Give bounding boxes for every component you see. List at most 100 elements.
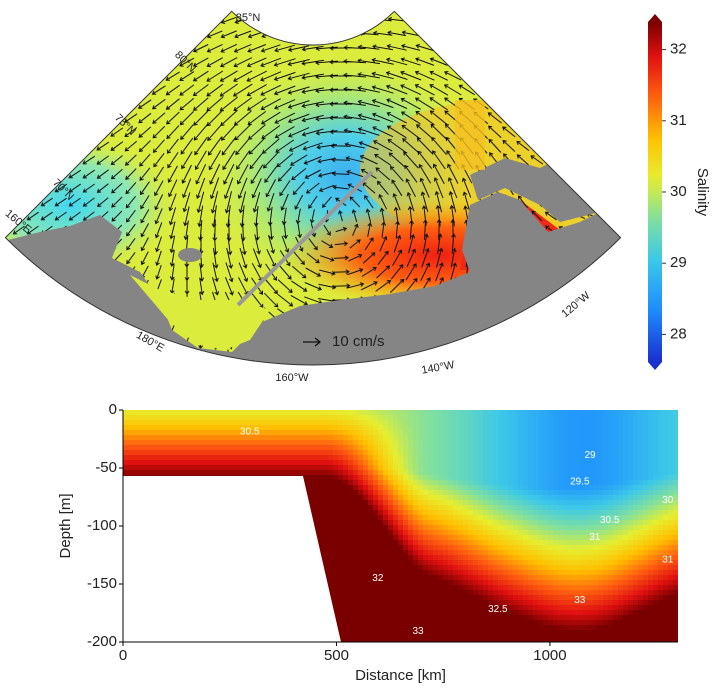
field-cell	[623, 425, 629, 431]
field-cell	[538, 455, 544, 461]
field-cell	[168, 435, 174, 441]
field-cell	[438, 410, 444, 416]
field-cell	[378, 520, 384, 526]
field-cell	[528, 625, 534, 631]
field-cell	[473, 465, 479, 471]
field-cell	[373, 530, 379, 536]
field-cell	[573, 550, 579, 556]
field-cell	[423, 460, 429, 466]
field-cell	[278, 425, 284, 431]
field-cell	[393, 445, 399, 451]
field-cell	[343, 625, 349, 631]
field-cell	[388, 425, 394, 431]
field-cell	[383, 625, 389, 631]
field-cell	[603, 540, 609, 546]
field-cell	[453, 625, 459, 631]
field-cell	[588, 425, 594, 431]
field-cell	[643, 565, 649, 571]
field-cell	[413, 455, 419, 461]
field-cell	[363, 590, 369, 596]
field-cell	[353, 485, 359, 491]
field-cell	[348, 435, 354, 441]
field-cell	[613, 460, 619, 466]
field-cell	[568, 425, 574, 431]
field-cell	[358, 465, 364, 471]
field-cell	[523, 465, 529, 471]
map	[5, 11, 621, 365]
field-cell	[373, 520, 379, 526]
field-cell	[378, 565, 384, 571]
field-cell	[518, 530, 524, 536]
field-cell	[323, 465, 329, 471]
field-cell	[513, 485, 519, 491]
field-cell	[278, 445, 284, 451]
field-cell	[368, 560, 374, 566]
field-cell	[248, 450, 254, 456]
field-cell	[273, 470, 279, 476]
field-cell	[158, 415, 164, 421]
field-cell	[548, 455, 554, 461]
field-cell	[318, 500, 324, 506]
field-cell	[443, 490, 449, 496]
field-cell	[633, 610, 639, 616]
field-cell	[493, 535, 499, 541]
field-cell	[503, 450, 509, 456]
field-cell	[533, 590, 539, 596]
field-cell	[198, 420, 204, 426]
field-cell	[338, 585, 344, 591]
field-cell	[453, 605, 459, 611]
field-cell	[473, 455, 479, 461]
field-cell	[533, 495, 539, 501]
field-cell	[408, 595, 414, 601]
field-cell	[463, 520, 469, 526]
field-cell	[618, 430, 624, 436]
field-cell	[353, 590, 359, 596]
field-cell	[303, 485, 309, 491]
field-cell	[573, 580, 579, 586]
field-cell	[543, 555, 549, 561]
field-cell	[633, 550, 639, 556]
field-cell	[588, 540, 594, 546]
field-cell	[398, 575, 404, 581]
field-cell	[258, 455, 264, 461]
field-cell	[668, 585, 674, 591]
field-cell	[483, 550, 489, 556]
field-cell	[628, 575, 634, 581]
field-cell	[453, 515, 459, 521]
field-cell	[653, 485, 659, 491]
field-cell	[133, 435, 139, 441]
field-cell	[563, 605, 569, 611]
field-cell	[628, 475, 634, 481]
field-cell	[468, 575, 474, 581]
field-cell	[608, 595, 614, 601]
field-cell	[128, 410, 134, 416]
field-cell	[188, 410, 194, 416]
field-cell	[428, 570, 434, 576]
field-cell	[593, 425, 599, 431]
field-cell	[608, 525, 614, 531]
field-cell	[278, 470, 284, 476]
field-cell	[358, 525, 364, 531]
field-cell	[543, 490, 549, 496]
field-cell	[323, 560, 329, 566]
field-cell	[438, 445, 444, 451]
field-cell	[473, 615, 479, 621]
field-cell	[478, 550, 484, 556]
field-cell	[423, 465, 429, 471]
field-cell	[123, 460, 129, 466]
field-cell	[618, 615, 624, 621]
field-cell	[353, 445, 359, 451]
field-cell	[463, 585, 469, 591]
field-cell	[343, 575, 349, 581]
field-cell	[618, 545, 624, 551]
field-cell	[508, 580, 514, 586]
field-cell	[553, 510, 559, 516]
field-cell	[318, 525, 324, 531]
field-cell	[558, 460, 564, 466]
field-cell	[488, 485, 494, 491]
field-cell	[168, 425, 174, 431]
map-frame	[4, 10, 622, 366]
field-cell	[428, 625, 434, 631]
field-cell	[658, 620, 664, 626]
field-cell	[418, 475, 424, 481]
